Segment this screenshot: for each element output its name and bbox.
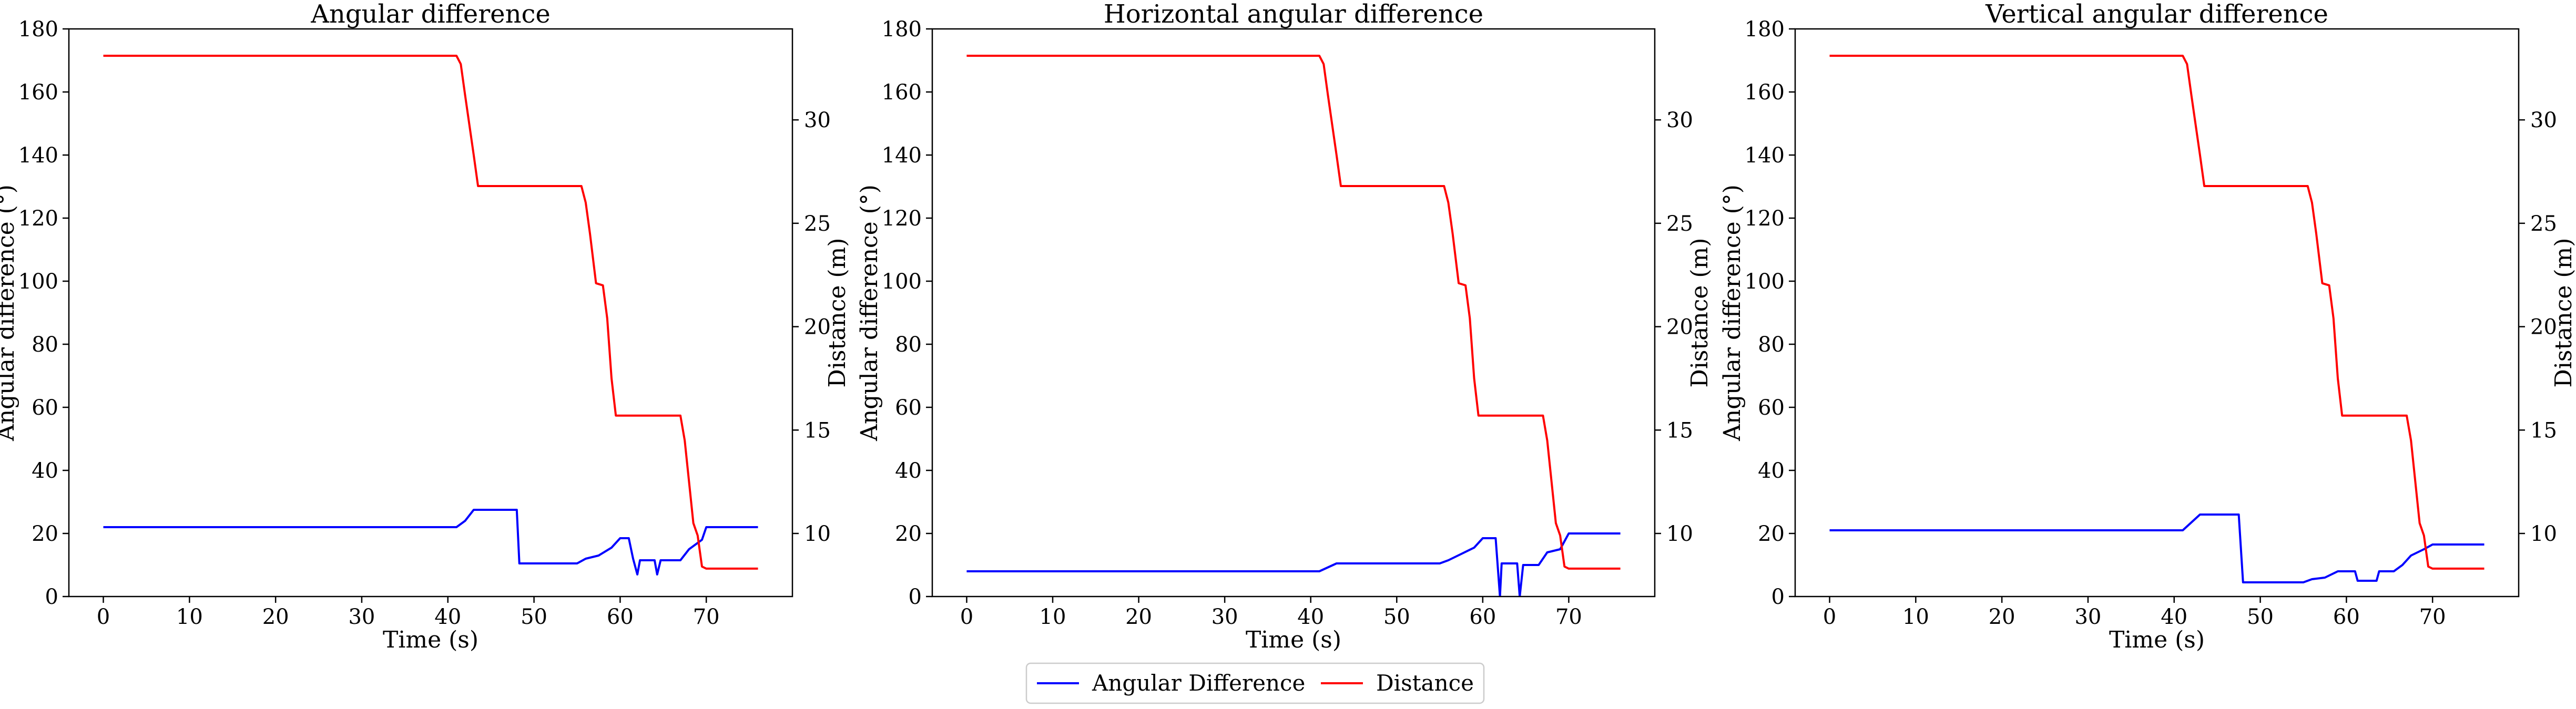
y2-tick-label: 20 <box>804 315 831 340</box>
y-tick-label: 20 <box>1758 522 1785 546</box>
series-line-angular-difference <box>1829 513 2485 583</box>
chart-title: Vertical angular difference <box>1985 0 2328 29</box>
y-tick-label: 0 <box>909 585 922 609</box>
x-tick-label: 40 <box>2161 605 2187 629</box>
y-tick-label: 80 <box>32 333 58 357</box>
y2-tick-label: 25 <box>1666 212 1693 236</box>
x-tick-label: 50 <box>1383 605 1410 629</box>
x-tick-label: 30 <box>2074 605 2101 629</box>
y-axis-label: Angular difference (°) <box>1719 184 1746 441</box>
y-tick-label: 80 <box>1758 333 1785 357</box>
y2-tick-label: 10 <box>804 522 831 546</box>
y-tick-label: 40 <box>895 459 922 483</box>
y2-tick-label: 30 <box>804 108 831 132</box>
y-tick-label: 160 <box>882 80 922 105</box>
series-line-distance <box>1829 55 2485 570</box>
y2-tick-label: 10 <box>2530 522 2557 546</box>
y2-tick-label: 10 <box>1666 522 1693 546</box>
y-tick-label: 100 <box>18 270 58 294</box>
y-tick-label: 160 <box>18 80 58 105</box>
y2-tick-label: 15 <box>2530 418 2557 443</box>
axes-frame <box>68 28 793 598</box>
x-tick-label: 10 <box>1902 605 1929 629</box>
y-tick-label: 160 <box>1745 80 1785 105</box>
y2-axis-label: Distance (m) <box>1686 238 1713 388</box>
y-tick-label: 60 <box>895 396 922 420</box>
x-axis-label: Time (s) <box>2109 626 2205 653</box>
series-line-angular-difference <box>103 509 758 576</box>
x-tick-label: 30 <box>348 605 375 629</box>
x-tick-label: 70 <box>693 605 720 629</box>
y2-tick-label: 25 <box>2530 212 2557 236</box>
x-axis-label: Time (s) <box>1246 626 1341 653</box>
y-tick-label: 20 <box>895 522 922 546</box>
y-tick-label: 60 <box>1758 396 1785 420</box>
x-tick-label: 20 <box>1989 605 2015 629</box>
axes-frame <box>1794 28 2520 598</box>
y-tick-label: 20 <box>32 522 58 546</box>
y2-tick-label: 20 <box>1666 315 1693 340</box>
x-tick-label: 60 <box>607 605 634 629</box>
y-tick-label: 140 <box>18 143 58 168</box>
panel-2: 0 10 20 30 40 50 60 70 0 20 40 60 80 100 120 140 160 180 1… <box>856 0 1713 653</box>
y-tick-label: 180 <box>1745 17 1785 42</box>
x-tick-label: 0 <box>97 605 110 629</box>
y-tick-label: 100 <box>882 270 922 294</box>
y-tick-label: 120 <box>18 207 58 231</box>
x-tick-label: 20 <box>1125 605 1152 629</box>
x-tick-label: 70 <box>2419 605 2446 629</box>
axes-frame <box>931 28 1656 598</box>
y-tick-label: 0 <box>45 585 58 609</box>
x-tick-label: 60 <box>1469 605 1496 629</box>
y-tick-label: 0 <box>1771 585 1785 609</box>
y-tick-label: 120 <box>1745 207 1785 231</box>
y2-tick-label: 30 <box>2530 108 2557 132</box>
panel-1: 0 10 20 30 40 50 60 70 0 20 40 60 80 100 120 140 160 180 1… <box>0 0 851 653</box>
y-tick-label: 180 <box>882 17 922 42</box>
x-tick-label: 20 <box>262 605 289 629</box>
y-tick-label: 140 <box>882 143 922 168</box>
y2-axis-label: Distance (m) <box>2550 238 2576 388</box>
y-tick-label: 120 <box>882 207 922 231</box>
x-tick-label: 40 <box>434 605 461 629</box>
series-line-distance <box>966 55 1621 570</box>
x-tick-label: 30 <box>1211 605 1238 629</box>
y-tick-label: 140 <box>1745 143 1785 168</box>
y2-tick-label: 30 <box>1666 108 1693 132</box>
y-axis-label: Angular difference (°) <box>0 184 19 441</box>
chart-title: Horizontal angular difference <box>1104 0 1483 29</box>
x-tick-label: 50 <box>521 605 547 629</box>
x-tick-label: 40 <box>1297 605 1324 629</box>
y2-tick-label: 25 <box>804 212 831 236</box>
y-tick-label: 80 <box>895 333 922 357</box>
x-tick-label: 0 <box>960 605 973 629</box>
y-tick-label: 40 <box>32 459 58 483</box>
legend: Angular Difference Distance <box>1025 662 1485 704</box>
legend-frame <box>1025 662 1485 704</box>
x-tick-label: 60 <box>2333 605 2360 629</box>
series-line-angular-difference <box>966 532 1621 597</box>
y-tick-label: 100 <box>1745 270 1785 294</box>
y-axis-label: Angular difference (°) <box>856 184 883 441</box>
x-axis-label: Time (s) <box>383 626 478 653</box>
x-tick-label: 0 <box>1823 605 1836 629</box>
x-tick-label: 70 <box>1555 605 1582 629</box>
y2-tick-label: 15 <box>804 418 831 443</box>
x-tick-label: 50 <box>2247 605 2274 629</box>
chart-title: Angular difference <box>310 0 551 29</box>
y-tick-label: 40 <box>1758 459 1785 483</box>
y-tick-label: 60 <box>32 396 58 420</box>
y2-tick-label: 20 <box>2530 315 2557 340</box>
x-tick-label: 10 <box>176 605 203 629</box>
legend-label-2: Distance <box>1376 670 1474 696</box>
x-tick-label: 10 <box>1040 605 1066 629</box>
y-tick-label: 180 <box>18 17 58 42</box>
y2-tick-label: 15 <box>1666 418 1693 443</box>
legend-label-1: Angular Difference <box>1092 670 1305 696</box>
y2-axis-label: Distance (m) <box>824 238 851 388</box>
series-line-distance <box>103 55 758 570</box>
panel-3: 0 10 20 30 40 50 60 70 0 20 40 60 80 100 120 140 160 180 1… <box>1719 0 2576 653</box>
